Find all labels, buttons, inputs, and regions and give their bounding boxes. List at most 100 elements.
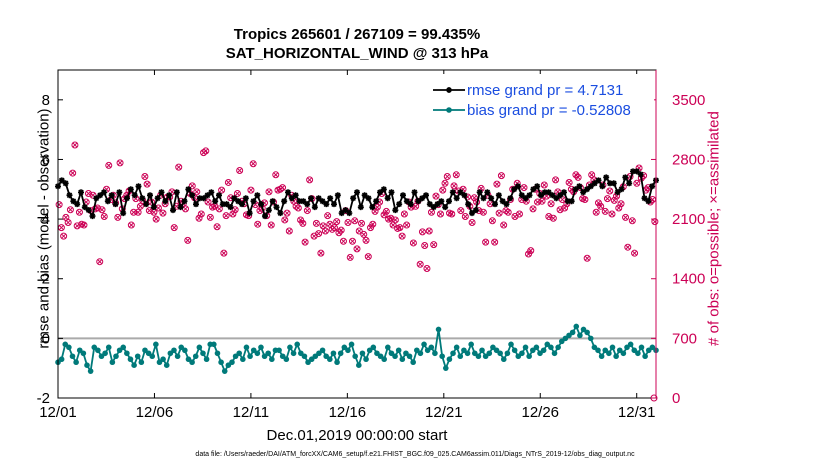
- obs-assimilated-cross: [516, 211, 523, 217]
- obs-count-marker: [281, 216, 289, 224]
- obs-possible-circle: [75, 208, 83, 216]
- obs-assimilated-cross: [589, 172, 595, 178]
- obs-assimilated-cross: [214, 224, 220, 230]
- obs-count-marker: [317, 249, 325, 257]
- obs-count-marker: [96, 258, 104, 266]
- obs-assimilated-cross: [295, 205, 301, 211]
- obs-assimilated-cross: [334, 219, 340, 225]
- obs-assimilated-cross: [392, 217, 398, 223]
- obs-possible-circle: [358, 219, 366, 227]
- obs-count-marker: [299, 219, 307, 227]
- obs-count-marker: [306, 176, 314, 184]
- y-axis-label-right: # of obs: o=possible; ×=assimilated: [705, 111, 723, 346]
- obs-possible-circle: [96, 258, 104, 266]
- rmse-point: [538, 192, 544, 199]
- obs-count-marker: [581, 195, 589, 203]
- x-tick-label: 12/06: [136, 404, 174, 421]
- rmse-point: [292, 192, 299, 199]
- obs-possible-circle: [60, 232, 68, 240]
- obs-assimilated-cross: [320, 223, 326, 229]
- obs-possible-circle: [116, 159, 124, 167]
- rmse-point: [637, 171, 644, 178]
- obs-count-marker: [418, 228, 426, 236]
- obs-count-marker: [301, 238, 309, 246]
- rmse-point: [66, 192, 73, 199]
- rmse-point: [104, 198, 111, 205]
- bias-point: [240, 356, 246, 363]
- rmse-point: [334, 192, 341, 199]
- bias-point: [511, 347, 518, 354]
- x-tick-label: 12/01: [39, 404, 77, 421]
- bias-point: [290, 350, 297, 357]
- bias-point: [457, 353, 464, 360]
- obs-possible-circle: [468, 218, 476, 226]
- obs-count-marker: [249, 160, 257, 168]
- obs-assimilated-cross: [582, 196, 588, 203]
- bias-point: [410, 359, 416, 366]
- obs-possible-circle: [601, 207, 609, 215]
- obs-possible-circle: [328, 225, 336, 233]
- obs-possible-circle: [281, 216, 289, 224]
- rmse-point: [166, 192, 173, 199]
- obs-possible-circle: [547, 200, 555, 208]
- obs-possible-circle: [436, 210, 444, 218]
- axes-group: 12/01 12/06 12/11 12/16 12/21 12/26 12/31 -2 0 2 4…: [37, 69, 705, 421]
- obs-assimilated-cross: [575, 174, 581, 180]
- obs-possible-circle: [396, 224, 404, 232]
- obs-count-marker: [482, 238, 490, 246]
- obs-possible-circle: [249, 160, 257, 168]
- obs-assimilated-cross: [469, 219, 475, 226]
- rmse-point: [216, 192, 222, 199]
- rmse-point: [465, 201, 472, 208]
- obs-count-marker: [427, 208, 435, 216]
- obs-count-marker: [355, 227, 363, 235]
- obs-possible-circle: [398, 232, 406, 240]
- obs-possible-circle: [276, 185, 284, 193]
- obs-possible-circle: [294, 204, 302, 212]
- obs-count-marker: [633, 179, 641, 187]
- rmse-point: [273, 204, 280, 211]
- obs-possible-circle: [170, 224, 178, 232]
- obs-possible-circle: [353, 245, 361, 253]
- rmse-point: [453, 195, 460, 202]
- y-tick-label: 6: [42, 151, 50, 168]
- obs-assimilated-cross: [496, 210, 502, 216]
- obs-assimilated-cross: [327, 221, 333, 227]
- obs-assimilated-cross: [316, 231, 322, 237]
- obs-possible-circle: [71, 141, 79, 149]
- x-tick-label: 12/31: [618, 404, 656, 421]
- obs-assimilated-cross: [548, 201, 554, 207]
- obs-possible-circle: [69, 169, 77, 177]
- obs-possible-circle: [371, 207, 379, 215]
- obs-assimilated-cross: [221, 250, 227, 256]
- obs-possible-circle: [100, 213, 108, 221]
- obs-possible-circle: [362, 236, 370, 244]
- obs-assimilated-cross: [345, 219, 351, 226]
- y2-tick-label: 2800: [672, 151, 705, 168]
- obs-possible-circle: [267, 221, 275, 229]
- obs-count-marker: [396, 224, 404, 232]
- obs-assimilated-cross: [313, 220, 319, 226]
- obs-assimilated-cross: [225, 179, 231, 186]
- obs-count-marker: [283, 209, 291, 217]
- obs-possible-circle: [188, 182, 196, 190]
- rmse-point: [70, 198, 77, 205]
- bias-point: [573, 323, 580, 330]
- obs-assimilated-cross: [340, 238, 347, 244]
- rmse-point: [85, 207, 92, 214]
- obs-assimilated-cross: [498, 173, 504, 179]
- obs-possible-circle: [330, 224, 338, 232]
- bias-point: [569, 329, 576, 336]
- obs-count-marker: [236, 167, 244, 175]
- obs-assimilated-cross: [487, 201, 493, 207]
- obs-possible-circle: [540, 181, 548, 189]
- rmse-point: [223, 201, 230, 208]
- obs-possible-circle: [254, 220, 262, 228]
- bias-point: [385, 344, 391, 351]
- obs-possible-circle: [136, 202, 144, 210]
- rmse-point: [135, 183, 142, 190]
- bias-point: [519, 350, 525, 357]
- rmse-point: [177, 204, 184, 211]
- obs-possible-circle: [175, 163, 183, 171]
- obs-possible-circle: [130, 208, 138, 216]
